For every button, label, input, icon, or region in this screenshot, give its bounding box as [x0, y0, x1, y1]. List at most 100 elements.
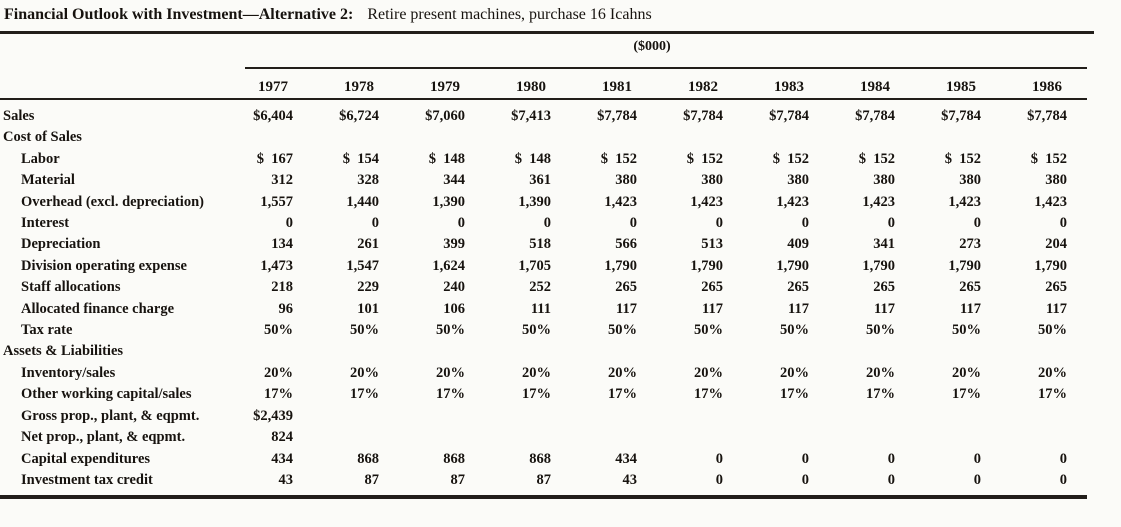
cell-value: 117	[874, 300, 895, 317]
cell-value	[895, 127, 981, 148]
table-row: Depreciation 134 261 399 518 566 513 409 341 273 2…	[0, 234, 1067, 255]
cell-value: 50%	[866, 322, 895, 339]
cell-value: 361	[529, 172, 551, 189]
cell-value: 265	[959, 279, 981, 296]
cell-value: 0	[887, 450, 895, 467]
cell-value: 17%	[694, 386, 723, 403]
cell-value: 0	[973, 471, 981, 488]
cell-value: $6,724	[339, 108, 379, 124]
cell-value	[465, 341, 551, 362]
cell-value: 265	[787, 279, 809, 296]
cell-value: 50%	[1038, 322, 1067, 339]
cell-value: 1,790	[1034, 257, 1067, 274]
cell-value: 1,790	[948, 257, 981, 274]
table-row: Net prop., plant, & eqpmt. 824	[0, 427, 1067, 448]
cell-value: 0	[457, 215, 465, 232]
cell-value	[207, 341, 293, 362]
year-column-header: 1979	[430, 78, 460, 95]
cell-value: 17%	[350, 386, 379, 403]
cell-value	[465, 427, 551, 448]
cell-value: 518	[529, 236, 551, 253]
cell-value	[637, 406, 723, 427]
cell-value: 17%	[1038, 386, 1067, 403]
cell-value: 1,423	[1034, 193, 1067, 210]
cell-value: 0	[285, 215, 293, 232]
cell-value: 87	[364, 471, 380, 488]
cell-value: 380	[1045, 172, 1067, 189]
cell-value: 50%	[608, 322, 637, 339]
cell-value	[293, 127, 379, 148]
cell-value: $ 152	[944, 150, 981, 167]
row-label: Division operating expense	[21, 257, 187, 274]
cell-value: 117	[616, 300, 637, 317]
cell-value: 20%	[780, 364, 809, 381]
cell-value: $ 152	[1030, 150, 1067, 167]
row-label: Interest	[21, 215, 70, 232]
cell-value: 0	[543, 215, 551, 232]
financial-outlook-table: 1977 1978 1979 1980 1981 1982 1983 1984 1985 1986…	[0, 72, 1067, 491]
cell-value: 50%	[522, 322, 551, 339]
cell-value: $7,413	[511, 108, 551, 124]
cell-value	[293, 341, 379, 362]
cell-value: 117	[1046, 300, 1067, 317]
cell-value: 265	[1045, 279, 1067, 296]
cell-value	[379, 127, 465, 148]
cell-value: 204	[1045, 236, 1067, 253]
cell-value: $ 152	[600, 150, 637, 167]
cell-value: 399	[443, 236, 465, 253]
row-label: Material	[21, 172, 75, 189]
cell-value: $2,439	[253, 407, 293, 424]
year-column-header: 1980	[516, 78, 546, 95]
cell-value: $7,784	[855, 108, 895, 124]
cell-value: 20%	[264, 364, 293, 381]
table-row: Investment tax credit 43 87 87 87 43 0 0 0 0 0	[0, 470, 1067, 491]
table-header: 1977 1978 1979 1980 1981 1982 1983 1984 1985 1986	[0, 72, 1067, 106]
cell-value: 273	[959, 236, 981, 253]
cell-value: 87	[536, 471, 552, 488]
cell-value	[809, 406, 895, 427]
cell-value: 229	[357, 279, 379, 296]
cell-value: 1,705	[518, 257, 551, 274]
year-column-header: 1985	[946, 78, 976, 95]
cell-value: 0	[715, 471, 723, 488]
row-label: Investment tax credit	[21, 471, 153, 488]
cell-value	[895, 427, 981, 448]
cell-value: 868	[529, 450, 551, 467]
row-label: Assets & Liabilities	[3, 343, 124, 360]
cell-value	[895, 341, 981, 362]
cell-value	[981, 127, 1067, 148]
cell-value	[723, 406, 809, 427]
cell-value: 117	[702, 300, 723, 317]
cell-value	[723, 427, 809, 448]
cell-value: 20%	[608, 364, 637, 381]
cell-value	[551, 427, 637, 448]
cell-value: $7,784	[769, 108, 809, 124]
cell-value	[981, 406, 1067, 427]
cell-value	[809, 127, 895, 148]
table-row: Staff allocations 218 229 240 252 265 265 265 26…	[0, 277, 1067, 298]
row-label: Gross prop., plant, & eqpmt.	[21, 407, 200, 424]
cell-value: 824	[271, 429, 293, 446]
cell-value: 50%	[694, 322, 723, 339]
table-row: Cost of Sales	[0, 127, 1067, 148]
cell-value: 1,423	[690, 193, 723, 210]
cell-value: 17%	[264, 386, 293, 403]
cell-value	[465, 127, 551, 148]
cell-value	[723, 341, 809, 362]
row-label: Other working capital/sales	[21, 386, 192, 403]
cell-value: 0	[887, 471, 895, 488]
years-top-rule	[245, 67, 1087, 69]
cell-value: 1,423	[862, 193, 895, 210]
cell-value: 380	[701, 172, 723, 189]
cell-value: 1,390	[518, 193, 551, 210]
cell-value: 341	[873, 236, 895, 253]
row-label: Cost of Sales	[3, 129, 82, 146]
cell-value: 111	[530, 300, 551, 317]
cell-value: $7,784	[683, 108, 723, 124]
cell-value: 20%	[350, 364, 379, 381]
cell-value: 20%	[436, 364, 465, 381]
cell-value: 513	[701, 236, 723, 253]
cell-value: $ 148	[514, 150, 551, 167]
cell-value	[637, 427, 723, 448]
cell-value: 409	[787, 236, 809, 253]
